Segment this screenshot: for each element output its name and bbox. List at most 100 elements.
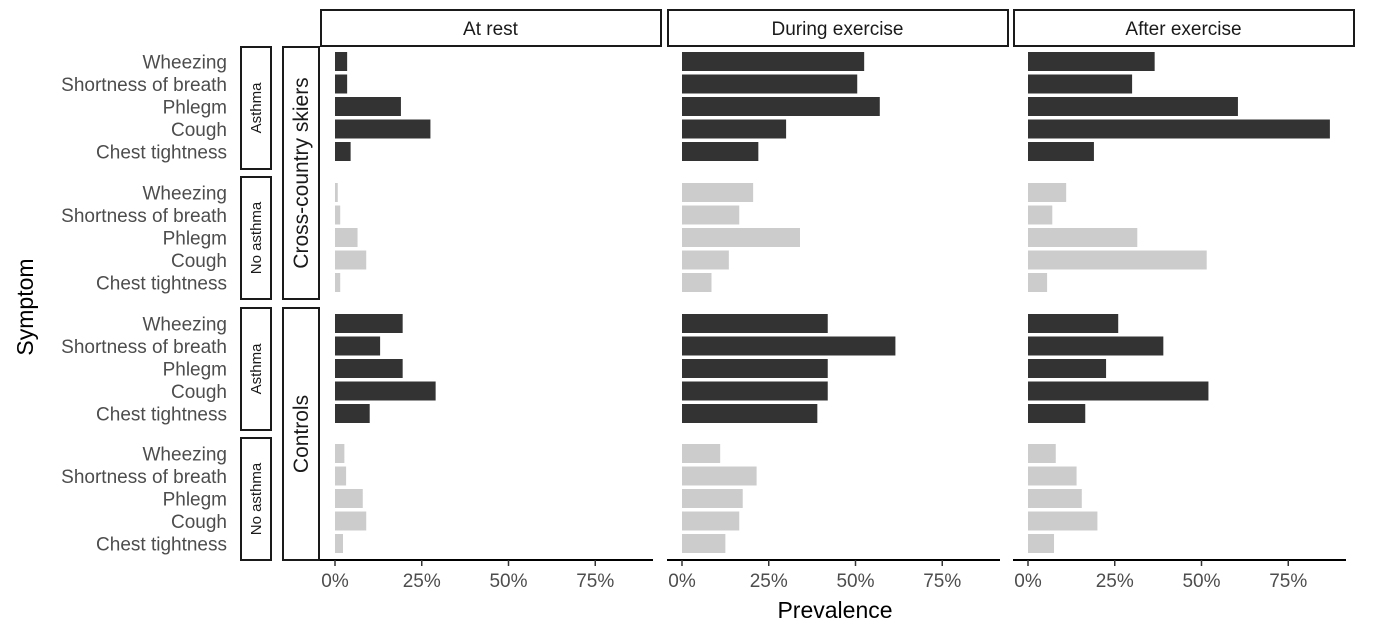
group-strips: Cross-country skiers Controls [282,46,320,561]
bar-controls-asthma-during-exercise-wheezing [682,314,828,333]
x-tick-label: 50% [1182,571,1220,592]
bar-cross-country-skiers-asthma-during-exercise-shortness-of-breath [682,74,858,94]
bar-controls-asthma-at-rest-chest-tightness [335,404,370,423]
bar-controls-asthma-after-exercise-phlegm [1028,359,1107,378]
bar-controls-no-asthma-during-exercise-phlegm [682,489,743,508]
x-tick-label: 25% [1096,571,1134,592]
subgroup-strip-asthma [240,46,272,170]
x-tick-label: 75% [923,571,961,592]
x-tick-label: 0% [1014,571,1042,592]
category-label-chest-tightness: Chest tightness [96,143,227,164]
x-tick-label: 0% [668,571,696,592]
bars [335,52,1330,553]
x-tick-label: 0% [321,571,349,592]
bar-cross-country-skiers-asthma-at-rest-chest-tightness [335,142,351,161]
category-label-shortness-of-breath: Shortness of breath [61,337,227,358]
column-strip-after-exercise [1013,9,1355,47]
bar-cross-country-skiers-asthma-after-exercise-cough [1028,119,1330,139]
bar-cross-country-skiers-asthma-during-exercise-cough [682,119,787,139]
column-strips: At rest During exercise After exercise [320,9,1355,47]
y-axis-title: Symptom [12,258,38,355]
category-label-wheezing: Wheezing [143,53,228,74]
column-strip-label: At rest [463,19,519,40]
x-axis-title: Prevalence [777,597,892,623]
bar-controls-no-asthma-after-exercise-shortness-of-breath [1028,466,1077,486]
bar-controls-no-asthma-after-exercise-phlegm [1028,489,1082,508]
category-label-phlegm: Phlegm [163,98,227,119]
x-tick-label: 75% [576,571,614,592]
category-label-wheezing: Wheezing [143,445,228,466]
group-strip-cross-country-skiers [282,46,320,300]
category-label-wheezing: Wheezing [143,184,228,205]
group-strip-controls [282,307,320,561]
category-label-chest-tightness: Chest tightness [96,274,227,295]
category-label-cough: Cough [171,251,227,272]
category-label-shortness-of-breath: Shortness of breath [61,206,227,227]
x-axes: 0% 25% 50% 75% 0% 25% 50% 75% 0% 25% 50% 75% [320,559,1346,592]
column-strip-at-rest [320,9,662,47]
subgroup-strip-no-asthma [240,176,272,300]
subgroup-strips: Asthma No asthma Asthma No asthma [240,46,272,561]
x-tick-label: 50% [836,571,874,592]
column-strip-during-exercise [667,9,1009,47]
bar-controls-no-asthma-during-exercise-chest-tightness [682,534,726,553]
bar-controls-no-asthma-at-rest-phlegm [335,489,363,508]
bar-cross-country-skiers-no-asthma-after-exercise-chest-tightness [1028,273,1048,292]
bar-cross-country-skiers-no-asthma-during-exercise-wheezing [682,183,754,202]
bar-controls-asthma-during-exercise-chest-tightness [682,404,818,423]
bar-controls-asthma-after-exercise-wheezing [1028,314,1119,333]
subgroup-strip-label: Asthma [248,343,265,395]
bar-controls-no-asthma-at-rest-cough [335,511,367,531]
bar-controls-no-asthma-at-rest-shortness-of-breath [335,466,347,486]
bar-cross-country-skiers-no-asthma-at-rest-shortness-of-breath [335,205,341,225]
x-tick-label: 25% [750,571,788,592]
subgroup-strip-no-asthma [240,437,272,561]
bar-controls-no-asthma-at-rest-chest-tightness [335,534,343,553]
column-strip-label: After exercise [1125,19,1241,40]
bar-cross-country-skiers-asthma-after-exercise-chest-tightness [1028,142,1094,161]
bar-controls-no-asthma-during-exercise-shortness-of-breath [682,466,757,486]
bar-controls-asthma-after-exercise-cough [1028,381,1209,401]
bar-cross-country-skiers-asthma-during-exercise-wheezing [682,52,865,71]
group-strip-label: Controls [290,395,313,473]
bar-controls-no-asthma-at-rest-wheezing [335,444,345,463]
bar-cross-country-skiers-asthma-at-rest-phlegm [335,97,401,116]
bar-controls-asthma-during-exercise-shortness-of-breath [682,336,896,356]
bar-controls-asthma-at-rest-cough [335,381,436,401]
bar-cross-country-skiers-no-asthma-at-rest-phlegm [335,228,358,247]
x-tick-label: 75% [1269,571,1307,592]
category-label-shortness-of-breath: Shortness of breath [61,467,227,488]
bar-cross-country-skiers-asthma-after-exercise-shortness-of-breath [1028,74,1133,94]
bar-cross-country-skiers-asthma-after-exercise-phlegm [1028,97,1238,116]
category-label-wheezing: Wheezing [143,315,228,336]
bar-cross-country-skiers-no-asthma-at-rest-cough [335,250,367,270]
bar-cross-country-skiers-no-asthma-after-exercise-shortness-of-breath [1028,205,1053,225]
x-tick-label: 50% [489,571,527,592]
bar-cross-country-skiers-asthma-during-exercise-phlegm [682,97,880,116]
category-label-phlegm: Phlegm [163,229,227,250]
bar-cross-country-skiers-asthma-at-rest-shortness-of-breath [335,74,348,94]
bar-cross-country-skiers-asthma-at-rest-cough [335,119,431,139]
bar-controls-asthma-at-rest-shortness-of-breath [335,336,381,356]
subgroup-strip-asthma [240,307,272,431]
bar-controls-no-asthma-after-exercise-wheezing [1028,444,1056,463]
bar-controls-asthma-at-rest-wheezing [335,314,403,333]
bar-cross-country-skiers-asthma-at-rest-wheezing [335,52,348,71]
bar-controls-asthma-after-exercise-shortness-of-breath [1028,336,1164,356]
bar-cross-country-skiers-no-asthma-after-exercise-cough [1028,250,1207,270]
category-label-cough: Cough [171,120,227,141]
bar-controls-no-asthma-after-exercise-cough [1028,511,1098,531]
bar-cross-country-skiers-no-asthma-after-exercise-phlegm [1028,228,1138,247]
category-label-phlegm: Phlegm [163,360,227,381]
category-label-phlegm: Phlegm [163,490,227,511]
category-label-shortness-of-breath: Shortness of breath [61,75,227,96]
bar-controls-no-asthma-during-exercise-cough [682,511,740,531]
subgroup-strip-label: No asthma [248,201,265,274]
bar-cross-country-skiers-no-asthma-at-rest-wheezing [335,183,338,202]
subgroup-strip-label: Asthma [248,82,265,134]
bar-cross-country-skiers-no-asthma-during-exercise-shortness-of-breath [682,205,740,225]
subgroup-strip-label: No asthma [248,462,265,535]
column-strip-label: During exercise [772,19,904,40]
